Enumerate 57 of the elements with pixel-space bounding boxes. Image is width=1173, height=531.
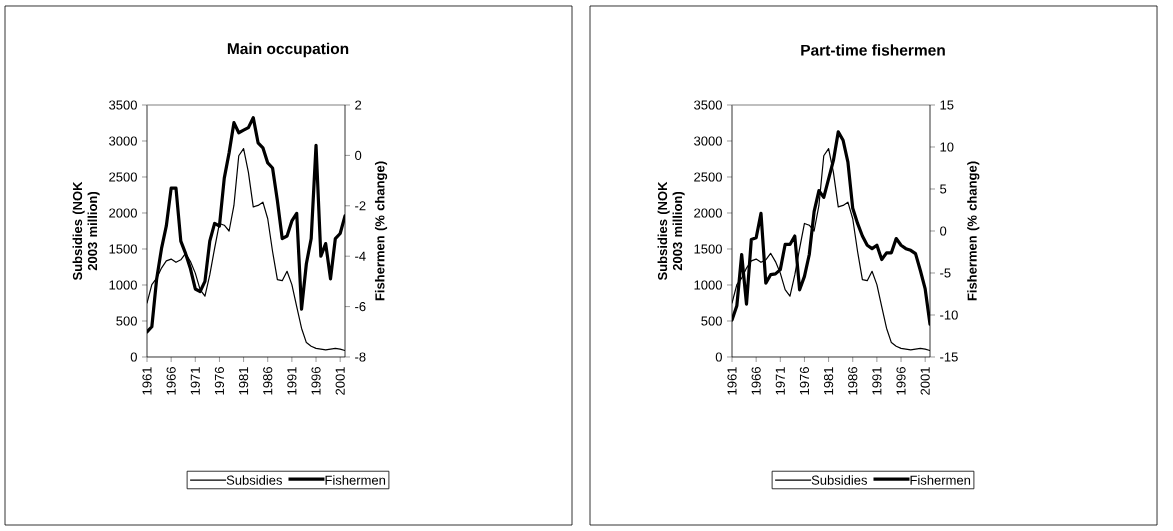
y2-tick-label: 5 <box>940 184 947 194</box>
y-tick-label: 500 <box>116 316 137 326</box>
y-tick-label: 2000 <box>694 208 722 218</box>
y2-tick-label: -2 <box>355 201 366 211</box>
y-axis-title: Subsidies (NOK 2003 million) <box>72 181 100 281</box>
y-tick-label: 500 <box>701 316 722 326</box>
y2-axis-title: Fishermen (% change) <box>967 161 980 301</box>
y-tick-label: 3500 <box>109 100 137 110</box>
y-tick-label: 3000 <box>694 136 722 146</box>
y2-tick-label: 15 <box>940 100 954 110</box>
y2-tick-label: -4 <box>355 251 366 261</box>
y-tick-label: 1500 <box>109 244 137 254</box>
x-tick-label: 1966 <box>751 367 761 395</box>
y-tick-label: 0 <box>715 352 722 362</box>
y2-tick-label: 0 <box>940 226 947 236</box>
legend-label: Fishermen <box>910 475 971 485</box>
y-tick-label: 0 <box>130 352 137 362</box>
x-tick-label: 1986 <box>263 367 273 395</box>
y2-tick-label: 0 <box>355 150 362 160</box>
x-tick-label: 1966 <box>166 367 176 395</box>
y-tick-label: 1500 <box>694 244 722 254</box>
y2-tick-label: -8 <box>355 352 366 362</box>
legend-label: Fishermen <box>325 475 386 485</box>
legend-label: Subsidies <box>811 475 868 485</box>
y2-tick-label: -10 <box>940 310 958 320</box>
chart-title: Part-time fishermen <box>801 44 945 56</box>
x-tick-label: 1961 <box>727 367 737 395</box>
y-tick-label: 2500 <box>109 172 137 182</box>
y2-tick-label: -6 <box>355 301 366 312</box>
x-tick-label: 1971 <box>775 367 785 395</box>
x-tick-label: 2001 <box>920 367 930 395</box>
legend-label: Subsidies <box>226 475 282 485</box>
y2-tick-label: 10 <box>940 142 954 152</box>
x-tick-label: 1991 <box>287 367 297 395</box>
y2-tick-label: -15 <box>940 352 958 362</box>
x-tick-label: 1976 <box>799 367 810 395</box>
y2-axis-title: Fishermen (% change) <box>374 161 388 301</box>
y2-tick-label: -5 <box>940 268 951 278</box>
y2-tick-label: 2 <box>355 100 362 110</box>
y-tick-label: 2000 <box>109 208 137 218</box>
y-tick-label: 1000 <box>694 280 722 290</box>
x-tick-label: 1976 <box>214 367 225 395</box>
y-tick-label: 3500 <box>694 100 722 110</box>
y-tick-label: 1000 <box>109 280 137 290</box>
chart-title: Main occupation <box>227 42 349 58</box>
x-tick-label: 1971 <box>190 367 200 395</box>
y-axis-title: Subsidies (NOK 2003 million) <box>657 181 685 281</box>
x-tick-label: 1981 <box>238 367 249 395</box>
x-tick-label: 1996 <box>896 367 906 395</box>
y-tick-label: 3000 <box>109 136 137 146</box>
x-tick-label: 1986 <box>848 367 858 395</box>
y-tick-label: 2500 <box>694 172 722 182</box>
x-tick-label: 1991 <box>872 367 882 395</box>
x-tick-label: 2001 <box>335 367 345 395</box>
x-tick-label: 1981 <box>823 367 834 395</box>
x-tick-label: 1996 <box>311 367 321 395</box>
x-tick-label: 1961 <box>142 367 152 395</box>
